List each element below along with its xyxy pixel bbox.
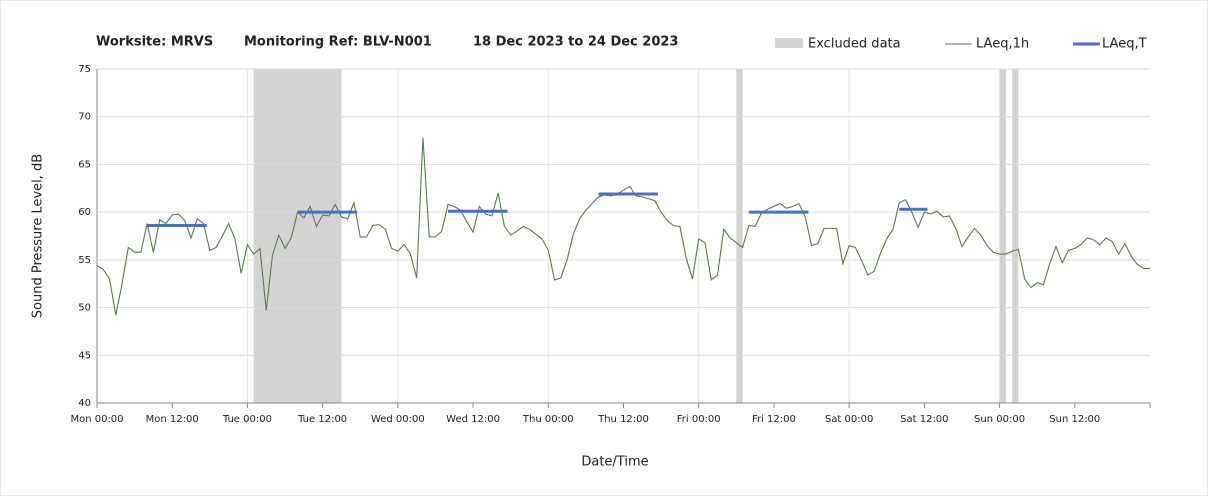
x-tick-label: Thu 12:00 xyxy=(597,414,649,425)
x-tick-label: Thu 00:00 xyxy=(522,414,574,425)
excluded-band xyxy=(999,69,1006,403)
y-tick-label: 55 xyxy=(78,255,91,266)
legend-label: LAeq,1h xyxy=(976,37,1029,52)
series-line xyxy=(96,137,1150,316)
x-tick-label: Wed 00:00 xyxy=(371,414,425,425)
excluded-band xyxy=(1012,69,1019,403)
x-tick-label: Sat 12:00 xyxy=(900,414,948,425)
y-tick-label: 75 xyxy=(78,64,91,75)
x-tick-label: Fri 12:00 xyxy=(752,414,796,425)
x-tick-label: Fri 00:00 xyxy=(677,414,721,425)
legend-label: LAeq,T xyxy=(1102,37,1147,52)
y-tick-label: 70 xyxy=(78,112,91,123)
y-tick-label: 65 xyxy=(78,159,91,170)
y-tick-label: 50 xyxy=(78,303,91,314)
x-tick-label: Mon 12:00 xyxy=(146,414,199,425)
x-axis-label: Date/Time xyxy=(581,455,648,470)
legend-label: Excluded data xyxy=(808,37,901,52)
excluded-band xyxy=(736,69,743,403)
title-ref: Monitoring Ref: BLV-N001 xyxy=(244,35,432,50)
legend-swatch xyxy=(775,38,803,48)
x-tick-label: Mon 00:00 xyxy=(70,414,123,425)
y-axis-label: Sound Pressure Level, dB xyxy=(31,154,46,318)
x-tick-label: Tue 00:00 xyxy=(222,414,272,425)
title-dates: 18 Dec 2023 to 24 Dec 2023 xyxy=(473,35,678,50)
x-tick-label: Wed 12:00 xyxy=(446,414,500,425)
x-tick-label: Sun 12:00 xyxy=(1049,414,1100,425)
y-tick-label: 40 xyxy=(78,398,91,409)
excluded-band xyxy=(253,69,342,403)
x-tick-label: Sat 00:00 xyxy=(825,414,873,425)
x-tick-label: Tue 12:00 xyxy=(297,414,347,425)
y-tick-label: 60 xyxy=(78,207,91,218)
x-tick-label: Sun 00:00 xyxy=(974,414,1025,425)
title-worksite: Worksite: MRVS xyxy=(96,35,213,50)
y-tick-label: 45 xyxy=(78,350,91,361)
